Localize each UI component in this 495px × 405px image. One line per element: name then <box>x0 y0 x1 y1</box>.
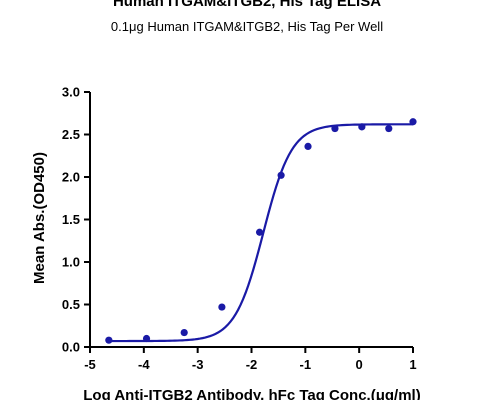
chart-title: Human ITGAM&ITGB2, His Tag ELISA <box>113 0 381 10</box>
y-tick-label: 2.0 <box>62 170 80 185</box>
data-point <box>304 142 312 150</box>
chart-subtitle: 0.1μg Human ITGAM&ITGB2, His Tag Per Wel… <box>111 19 383 34</box>
x-tick-label: -1 <box>300 357 312 372</box>
data-point <box>385 124 393 133</box>
y-tick-label: 0.5 <box>62 297 80 312</box>
y-tick-label: 2.5 <box>62 127 80 142</box>
data-point <box>180 328 188 337</box>
data-point <box>255 228 264 236</box>
data-point <box>358 123 366 131</box>
x-tick-label: -5 <box>84 357 96 372</box>
data-point <box>409 118 417 126</box>
x-tick-label: 0 <box>356 357 363 372</box>
data-point <box>331 124 339 133</box>
y-tick-label: 1.5 <box>62 212 80 227</box>
plot-area: -5 -4 -3 -2 -1 0 1 0.0 0.5 1.0 1.5 2.0 2.5 3.0 <box>62 85 417 373</box>
data-point <box>277 171 285 179</box>
x-tick-label: -4 <box>138 357 150 372</box>
data-point <box>142 334 151 343</box>
y-tick-label: 0.0 <box>62 340 80 355</box>
x-axis-label: Log Anti-ITGB2 Antibody, hFc Tag Conc.(μ… <box>83 387 420 400</box>
data-point <box>105 336 113 344</box>
x-tick-label: 1 <box>409 357 416 372</box>
x-tick-label: -2 <box>246 357 258 372</box>
x-tick-label: -3 <box>192 357 204 372</box>
data-point <box>218 303 226 311</box>
y-tick-label: 1.0 <box>62 255 80 270</box>
y-axis-label: Mean Abs.(OD450) <box>31 152 48 284</box>
y-tick-label: 3.0 <box>62 85 80 100</box>
